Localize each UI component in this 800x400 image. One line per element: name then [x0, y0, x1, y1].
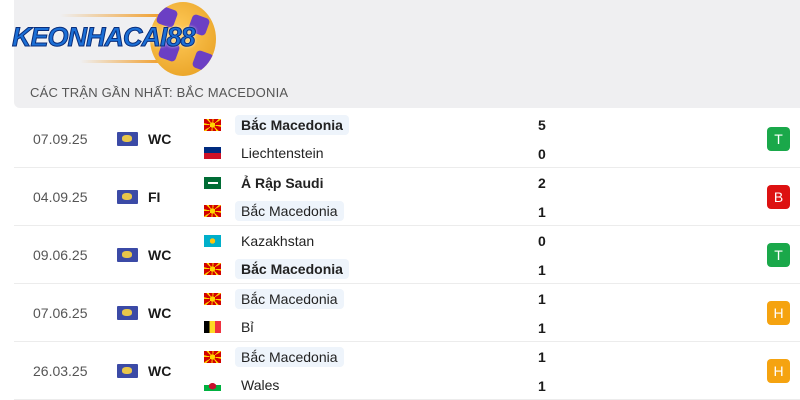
- section-header: [14, 0, 800, 108]
- match-date: 04.09.25: [33, 189, 88, 205]
- liechtenstein-flag-icon: [204, 147, 221, 159]
- competition-icon: [117, 132, 138, 146]
- north-macedonia-flag-icon: [204, 263, 221, 275]
- competition-icon: [117, 306, 138, 320]
- match-row[interactable]: 04.09.25 FI Ả Rập Saudi Bắc Macedonia 2 …: [14, 168, 800, 226]
- match-date: 07.09.25: [33, 131, 88, 147]
- match-date: 09.06.25: [33, 247, 88, 263]
- team-away: Bỉ: [204, 316, 259, 338]
- home-score: 0: [538, 233, 546, 249]
- away-score: 0: [538, 146, 546, 162]
- team-name: Bỉ: [241, 319, 254, 335]
- result-badge: T: [767, 127, 790, 151]
- result-badge: H: [767, 301, 790, 325]
- competition: WC: [148, 247, 172, 263]
- team-name: Bắc Macedonia: [235, 259, 349, 279]
- logo: KEONHACAI88: [0, 0, 220, 80]
- football-icon: [150, 2, 216, 76]
- team-name: Liechtenstein: [241, 145, 324, 161]
- competition: WC: [148, 305, 172, 321]
- match-row[interactable]: 07.06.25 WC Bắc Macedonia Bỉ 1 1 H: [14, 284, 800, 342]
- away-score: 1: [538, 204, 546, 220]
- team-home: Bắc Macedonia: [204, 346, 344, 368]
- team-name: Kazakhstan: [241, 233, 315, 249]
- away-score: 1: [538, 262, 546, 278]
- match-row[interactable]: 09.06.25 WC Kazakhstan Bắc Macedonia 0 1…: [14, 226, 800, 284]
- match-date: 07.06.25: [33, 305, 88, 321]
- match-row[interactable]: 07.09.25 WC Bắc Macedonia Liechtenstein …: [14, 110, 800, 168]
- section-title: CÁC TRẬN GẦN NHẤT: BẮC MACEDONIA: [30, 85, 289, 100]
- result-badge: T: [767, 243, 790, 267]
- match-row[interactable]: 26.03.25 WC Bắc Macedonia Wales 1 1 H: [14, 342, 800, 400]
- team-name: Bắc Macedonia: [235, 289, 344, 309]
- team-home: Kazakhstan: [204, 230, 320, 252]
- home-score: 2: [538, 175, 546, 191]
- home-score: 1: [538, 291, 546, 307]
- home-score: 5: [538, 117, 546, 133]
- home-score: 1: [538, 349, 546, 365]
- team-away: Bắc Macedonia: [204, 200, 344, 222]
- team-name: Wales: [241, 377, 280, 393]
- competition: FI: [148, 189, 161, 205]
- team-home: Ả Rập Saudi: [204, 172, 329, 194]
- belgium-flag-icon: [204, 321, 221, 333]
- north-macedonia-flag-icon: [204, 119, 221, 131]
- team-home: Bắc Macedonia: [204, 114, 349, 136]
- north-macedonia-flag-icon: [204, 351, 221, 363]
- team-away: Liechtenstein: [204, 142, 330, 164]
- logo-text: KEONHACAI88: [12, 22, 197, 53]
- result-badge: B: [767, 185, 790, 209]
- team-name: Bắc Macedonia: [235, 347, 344, 367]
- wales-flag-icon: [204, 379, 221, 391]
- competition-icon: [117, 248, 138, 262]
- result-badge: H: [767, 359, 790, 383]
- away-score: 1: [538, 320, 546, 336]
- team-away: Bắc Macedonia: [204, 258, 349, 280]
- saudi-arabia-flag-icon: [204, 177, 221, 189]
- team-name: Bắc Macedonia: [235, 201, 344, 221]
- team-name: Bắc Macedonia: [235, 115, 349, 135]
- team-away: Wales: [204, 374, 285, 396]
- north-macedonia-flag-icon: [204, 205, 221, 217]
- competition: WC: [148, 363, 172, 379]
- competition-icon: [117, 364, 138, 378]
- kazakhstan-flag-icon: [204, 235, 221, 247]
- team-name: Ả Rập Saudi: [241, 175, 324, 191]
- north-macedonia-flag-icon: [204, 293, 221, 305]
- competition: WC: [148, 131, 172, 147]
- team-home: Bắc Macedonia: [204, 288, 344, 310]
- competition-icon: [117, 190, 138, 204]
- away-score: 1: [538, 378, 546, 394]
- match-date: 26.03.25: [33, 363, 88, 379]
